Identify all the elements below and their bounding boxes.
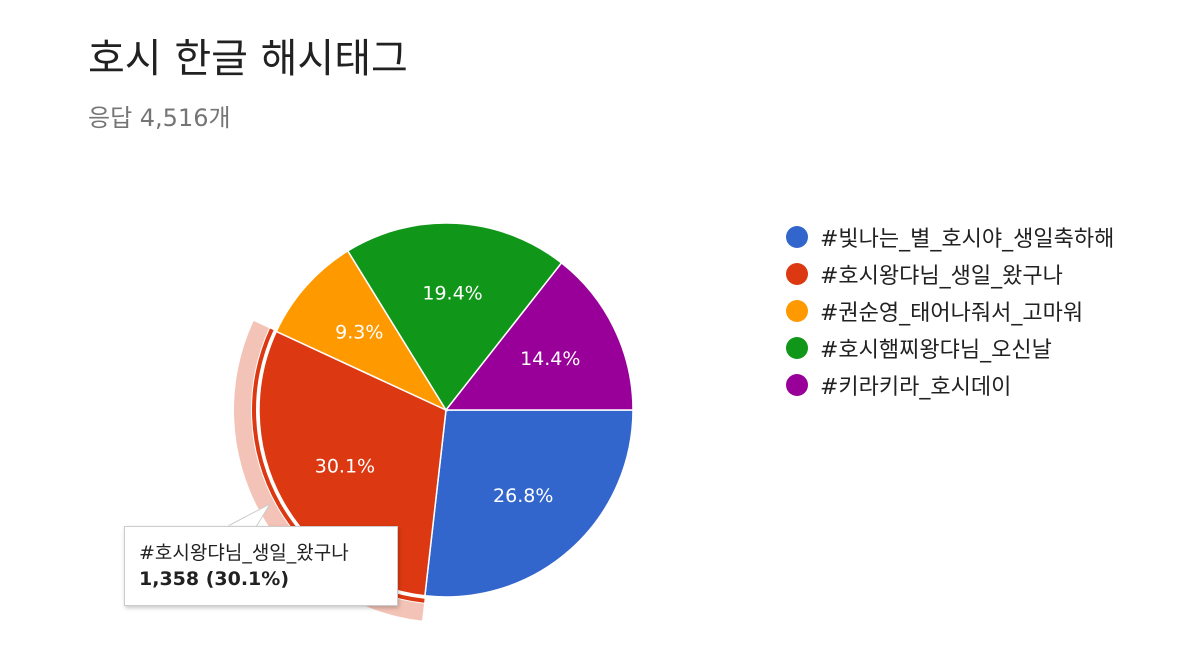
legend-label: #키라키라_호시데이 xyxy=(820,374,1012,400)
legend-item[interactable]: #키라키라_호시데이 xyxy=(786,366,1114,403)
pie-slice[interactable] xyxy=(346,222,563,412)
legend-item[interactable]: #호시햄찌왕댜님_오신날 xyxy=(786,329,1114,366)
pie-slice[interactable] xyxy=(444,261,634,411)
pie-slice[interactable] xyxy=(424,409,634,598)
legend-label: #권순영_태어나줘서_고마워 xyxy=(820,300,1084,326)
slice-percent-label: 26.8% xyxy=(493,485,553,507)
slice-percent-label: 19.4% xyxy=(422,283,482,305)
legend-label: #빛나는_별_호시야_생일축하해 xyxy=(820,226,1115,252)
legend-item[interactable]: #호시왕댜님_생일_왔구나 xyxy=(786,255,1114,292)
slice-percent-label: 30.1% xyxy=(315,455,375,477)
legend-swatch xyxy=(786,262,808,285)
chart-title: 호시 한글 해시태그 xyxy=(88,36,408,82)
legend-label: #호시햄찌왕댜님_오신날 xyxy=(820,337,1052,363)
legend-item[interactable]: #권순영_태어나줘서_고마워 xyxy=(786,292,1114,329)
chart-legend: #빛나는_별_호시야_생일축하해 #호시왕댜님_생일_왔구나 #권순영_태어나줘서_… xyxy=(786,218,1114,403)
pie-slice[interactable] xyxy=(275,249,448,412)
response-count: 응답 4,516개 xyxy=(88,104,231,132)
slice-tooltip: #호시왕댜님_생일_왔구나 1,358 (30.1%) xyxy=(124,526,398,606)
slice-percent-label: 14.4% xyxy=(520,348,580,370)
legend-label: #호시왕댜님_생일_왔구나 xyxy=(820,263,1063,289)
tooltip-value: 1,358 (30.1%) xyxy=(139,568,289,590)
slice-highlight-ring xyxy=(234,320,424,621)
tooltip-label: #호시왕댜님_생일_왔구나 xyxy=(139,542,349,564)
legend-swatch xyxy=(786,373,808,396)
legend-swatch xyxy=(786,336,808,359)
legend-swatch xyxy=(786,225,808,248)
slice-percent-label: 9.3% xyxy=(335,322,383,344)
tooltip-pointer xyxy=(225,502,272,528)
legend-swatch xyxy=(786,299,808,322)
legend-item[interactable]: #빛나는_별_호시야_생일축하해 xyxy=(786,218,1114,255)
